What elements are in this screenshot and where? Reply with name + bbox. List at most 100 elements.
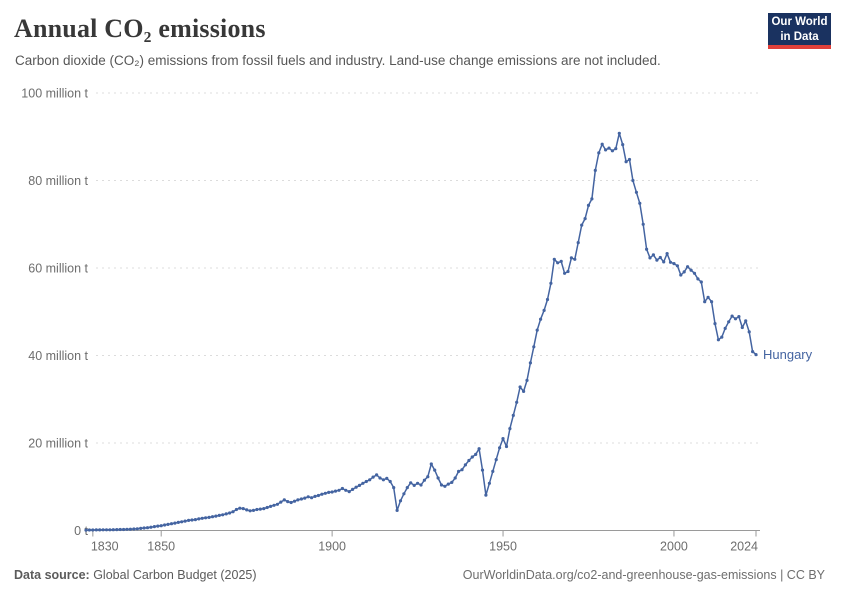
series-point	[128, 527, 132, 531]
series-point	[569, 256, 574, 260]
series-point	[559, 259, 563, 263]
series-point	[255, 507, 259, 512]
series-point	[624, 160, 628, 164]
series-point	[747, 330, 751, 334]
series-point	[706, 295, 710, 299]
series-point	[689, 268, 693, 272]
series-point	[675, 264, 680, 268]
series-point	[426, 475, 430, 479]
series-point	[638, 201, 642, 205]
series-point	[740, 325, 744, 330]
series-point	[340, 486, 344, 491]
series-point	[604, 148, 608, 152]
series-point	[149, 525, 153, 529]
series-point	[443, 484, 447, 488]
series-point	[668, 260, 673, 264]
series-point	[539, 317, 543, 321]
series-point	[528, 361, 533, 365]
series-point	[204, 516, 208, 520]
series-point	[563, 271, 567, 275]
series-point	[621, 143, 625, 147]
series-point	[535, 328, 539, 332]
series-point	[347, 490, 351, 494]
series-point	[487, 481, 491, 485]
series-point	[501, 437, 505, 441]
series-point	[296, 498, 300, 502]
series-point	[518, 385, 522, 389]
series-point	[265, 505, 269, 510]
series-point	[641, 222, 645, 226]
series-point	[470, 455, 474, 459]
series-point	[84, 528, 88, 532]
series-point	[166, 522, 170, 527]
series-point	[351, 487, 355, 491]
series-point	[337, 488, 341, 492]
series-point	[720, 335, 724, 339]
series-point	[436, 476, 440, 480]
series-point	[234, 507, 238, 512]
series-point	[361, 481, 365, 485]
x-axis-tick-label: 1900	[318, 540, 346, 554]
series-point	[450, 480, 454, 484]
series-point	[258, 507, 262, 511]
series-point	[286, 500, 290, 504]
series-point	[463, 463, 467, 467]
owid-logo[interactable]: Our World in Data	[768, 13, 831, 49]
series-point	[491, 469, 495, 473]
series-point	[142, 526, 146, 530]
series-point	[699, 280, 703, 284]
series-line[interactable]	[85, 132, 757, 531]
data-source-note: Data source: Global Carbon Budget (2025)	[14, 568, 257, 582]
series-point	[480, 468, 485, 472]
series-point	[173, 521, 177, 525]
series-point	[327, 490, 331, 494]
data-source-value[interactable]: Global Carbon Budget (2025)	[89, 568, 257, 582]
canonical-url-note[interactable]: OurWorldinData.org/co2-and-greenhouse-ga…	[462, 568, 825, 582]
series-point	[631, 178, 635, 183]
series-point	[388, 479, 392, 484]
series-point	[549, 281, 553, 285]
series-point	[607, 146, 611, 150]
series-point	[627, 157, 632, 162]
series-point	[744, 319, 748, 323]
series-point	[453, 476, 457, 480]
series-point	[723, 326, 727, 330]
series-point	[248, 509, 252, 513]
series-point	[272, 503, 276, 507]
series-point	[409, 481, 413, 485]
series-point	[730, 314, 734, 318]
series-point	[228, 511, 232, 515]
series-point	[686, 265, 690, 269]
series-point	[504, 444, 509, 449]
series-point	[460, 468, 464, 472]
series-point	[190, 518, 194, 522]
series-entity-label[interactable]: Hungary	[763, 347, 813, 362]
chart-subtitle: Carbon dioxide (CO₂) emissions from foss…	[15, 53, 661, 68]
y-axis-tick-label: 40 million t	[28, 349, 88, 363]
series-point	[187, 518, 191, 523]
series-point	[556, 261, 560, 265]
series-point	[395, 508, 399, 512]
series-point	[508, 427, 512, 431]
series-point	[180, 520, 184, 524]
series-point	[467, 458, 471, 463]
series-point	[169, 522, 174, 526]
series-point	[200, 516, 204, 520]
series-point	[330, 490, 334, 494]
series-point	[754, 353, 758, 357]
series-point	[245, 508, 249, 512]
x-axis-tick-label: 1950	[489, 540, 517, 554]
series-point	[665, 252, 669, 256]
series-point	[648, 256, 652, 260]
series-point	[241, 507, 245, 511]
y-axis-tick-label: 20 million t	[28, 437, 88, 451]
series-point	[679, 273, 683, 277]
series-point	[433, 468, 437, 472]
series-point	[651, 253, 656, 257]
series-point	[303, 496, 307, 500]
chart-title: Annual CO₂ emissions	[14, 14, 266, 43]
series-point	[710, 300, 714, 304]
series-point	[672, 262, 676, 266]
